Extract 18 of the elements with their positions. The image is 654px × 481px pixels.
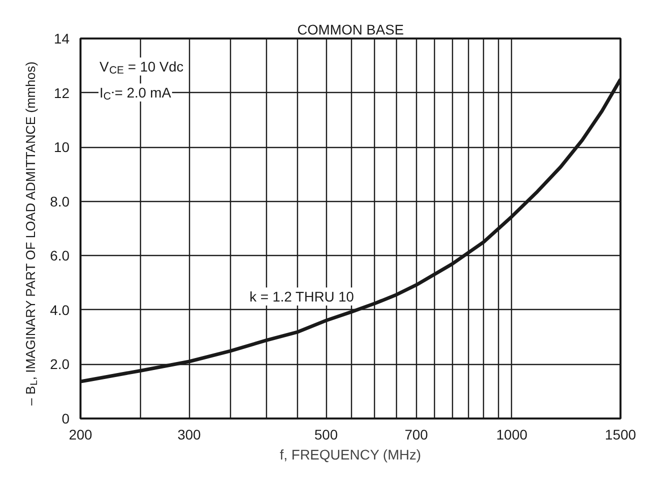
y-tick-label: 6.0 bbox=[50, 248, 70, 264]
y-tick-label: 0 bbox=[62, 410, 70, 426]
x-tick-label: 200 bbox=[68, 426, 92, 442]
chart-title: COMMON BASE bbox=[297, 22, 404, 38]
y-tick-label: 14 bbox=[54, 30, 70, 46]
y-tick-label: 2.0 bbox=[50, 356, 70, 372]
x-tick-label: 300 bbox=[177, 426, 202, 442]
annotation: k = 1.2 THRU 10 bbox=[250, 288, 354, 304]
y-tick-label: 4.0 bbox=[50, 302, 70, 318]
x-axis-title: f, FREQUENCY (MHz) bbox=[280, 446, 422, 462]
y-tick-label: 8.0 bbox=[50, 193, 70, 210]
x-tick-label: 1500 bbox=[604, 426, 636, 442]
y-tick-label: 10 bbox=[54, 139, 70, 156]
y-axis-title: – BL, IMAGINARY PART OF LOAD ADMITTANCE (mmhos) bbox=[23, 62, 40, 406]
x-tick-label: 1000 bbox=[496, 426, 528, 442]
x-tick-label: 500 bbox=[314, 426, 338, 442]
x-tick-label: 700 bbox=[404, 426, 428, 442]
y-tick-label: 12 bbox=[54, 84, 70, 101]
